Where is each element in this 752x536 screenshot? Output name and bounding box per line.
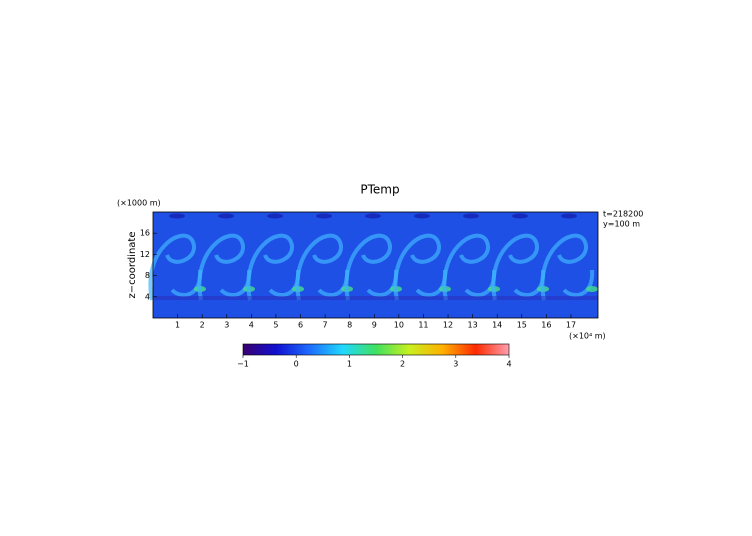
- cold-spot: [218, 213, 234, 219]
- annotation: t=218200: [603, 210, 643, 219]
- y-unit: (×1000 m): [117, 199, 161, 208]
- x-tick-label: 16: [541, 321, 551, 330]
- x-tick-label: 1: [175, 321, 180, 330]
- cold-spot: [512, 213, 528, 219]
- y-tick-label: 4: [145, 292, 150, 301]
- hot-spot: [586, 286, 598, 292]
- colorbar-tick-label: 0: [294, 360, 299, 369]
- x-tick-label: 7: [323, 321, 328, 330]
- x-tick-label: 13: [468, 321, 478, 330]
- colorbar-tick-label: 3: [453, 360, 458, 369]
- field-background: [153, 212, 598, 318]
- cold-spot: [316, 213, 332, 219]
- chart-title: PTemp: [360, 183, 399, 197]
- colorbar-tick-label: −1: [237, 360, 249, 369]
- y-axis-label: z−coordinate: [127, 232, 138, 299]
- x-tick-label: 17: [566, 321, 576, 330]
- y-tick-label: 16: [140, 229, 150, 238]
- y-tick-label: 8: [145, 271, 150, 280]
- lower-band: [153, 296, 598, 300]
- colorbar: [242, 343, 510, 356]
- x-tick-label: 12: [443, 321, 453, 330]
- x-tick-label: 11: [418, 321, 428, 330]
- cold-spot: [365, 213, 381, 219]
- colorbar-tick-label: 4: [506, 360, 511, 369]
- cold-spot: [414, 213, 430, 219]
- x-tick-label: 9: [372, 321, 377, 330]
- x-tick-label: 15: [517, 321, 527, 330]
- y-tick-label: 12: [140, 250, 150, 259]
- field-pattern: [148, 213, 598, 301]
- cold-spot: [267, 213, 283, 219]
- x-tick-label: 5: [273, 321, 278, 330]
- x-tick-label: 2: [200, 321, 205, 330]
- plot-frame: [152, 211, 599, 319]
- x-tick-label: 14: [492, 321, 502, 330]
- annotation: y=100 m: [603, 220, 640, 229]
- x-tick-label: 4: [249, 321, 254, 330]
- x-tick-label: 10: [394, 321, 404, 330]
- colorbar-tick-label: 2: [400, 360, 405, 369]
- cold-spot: [169, 213, 185, 219]
- x-tick-label: 3: [224, 321, 229, 330]
- cold-spot: [463, 213, 479, 219]
- swirl: [540, 233, 595, 301]
- x-unit: (×10⁴ m): [569, 332, 606, 341]
- cold-spot: [561, 213, 577, 219]
- colorbar-tick-label: 1: [347, 360, 352, 369]
- x-tick-label: 6: [298, 321, 303, 330]
- x-tick-label: 8: [347, 321, 352, 330]
